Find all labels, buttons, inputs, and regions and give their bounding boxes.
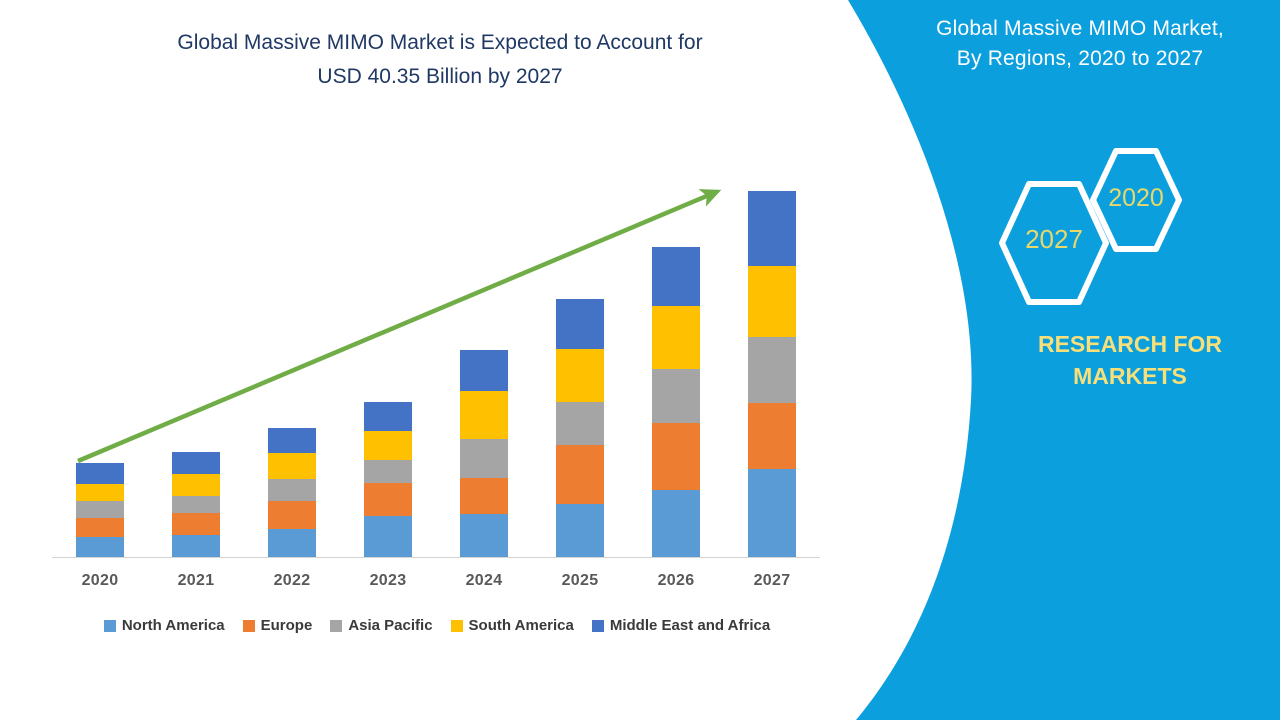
x-axis-line <box>52 557 820 558</box>
chart-plot-area <box>52 130 820 558</box>
brand-line-1: RESEARCH FOR <box>1037 331 1222 357</box>
bar-segment-2025-asia-pacific <box>556 402 604 445</box>
bar-2020 <box>76 463 124 557</box>
bar-segment-2020-europe <box>76 517 124 538</box>
legend-swatch-icon <box>103 619 116 632</box>
brand-line-2: MARKETS <box>1073 363 1187 389</box>
bar-segment-2020-asia-pacific <box>76 501 124 518</box>
bar-segment-2024-south-america <box>460 390 508 440</box>
bar-segment-2026-europe <box>652 422 700 490</box>
x-axis-label-2026: 2026 <box>657 572 695 589</box>
bar-segment-2023-south-america <box>364 431 412 460</box>
bar-segment-2021-europe <box>172 512 220 536</box>
legend-swatch-icon <box>591 619 604 632</box>
bar-2025 <box>556 298 604 557</box>
brand-wordmark: RESEARCH FOR MARKETS <box>980 328 1280 392</box>
bar-segment-2026-asia-pacific <box>652 369 700 423</box>
bar-2022 <box>268 427 316 557</box>
bar-2023 <box>364 401 412 557</box>
bar-segment-2024-north-america <box>460 513 508 557</box>
bar-segment-2020-south-america <box>76 483 124 502</box>
x-axis-label-2020: 2020 <box>81 572 119 589</box>
x-axis-label-2027: 2027 <box>753 572 791 589</box>
chart-legend: North America Europe Asia Pacific South Ame… <box>52 617 822 634</box>
legend-item-europe[interactable]: Europe <box>242 617 313 634</box>
bar-segment-2022-north-america <box>268 529 316 557</box>
chart-title-line-1: Global Massive MIMO Market is Expected t… <box>177 31 703 54</box>
bar-segment-2022-asia-pacific <box>268 478 316 501</box>
chart-title: Global Massive MIMO Market is Expected t… <box>60 26 820 94</box>
legend-label: Asia Pacific <box>348 617 433 634</box>
bar-segment-2027-asia-pacific <box>748 337 796 403</box>
bar-2024 <box>460 349 508 557</box>
legend-swatch-icon <box>330 619 343 632</box>
x-axis-label-2023: 2023 <box>369 572 407 589</box>
legend-label: Europe <box>260 617 313 634</box>
bar-segment-2023-middle-east-and-africa <box>364 401 412 432</box>
bar-2021 <box>172 452 220 557</box>
x-axis-labels: 2020 2021 2022 2023 2024 2025 2026 2027 <box>52 572 820 600</box>
x-axis-label-2022: 2022 <box>273 572 311 589</box>
bar-segment-2024-middle-east-and-africa <box>460 349 508 391</box>
bar-segment-2023-north-america <box>364 516 412 557</box>
legend-label: Middle East and Africa <box>609 617 771 634</box>
bar-segment-2021-north-america <box>172 535 220 557</box>
bar-2027 <box>748 190 796 557</box>
legend-swatch-icon <box>450 619 463 632</box>
panel-title-line-2: By Regions, 2020 to 2027 <box>956 47 1204 70</box>
hexagon-2027-label: 2027 <box>1025 224 1083 254</box>
bar-segment-2025-europe <box>556 444 604 504</box>
bar-segment-2025-south-america <box>556 348 604 403</box>
stacked-bar-group <box>52 130 820 557</box>
bar-segment-2027-north-america <box>748 468 796 557</box>
legend-swatch-icon <box>242 619 255 632</box>
legend-label: South America <box>468 617 574 634</box>
bar-segment-2027-europe <box>748 402 796 469</box>
hexagon-badge-2027: 2027 <box>996 178 1112 308</box>
hexagon-badge-2020: 2020 <box>1088 146 1184 254</box>
bar-segment-2027-middle-east-and-africa <box>748 190 796 267</box>
bar-segment-2022-middle-east-and-africa <box>268 427 316 454</box>
bar-segment-2020-north-america <box>76 537 124 557</box>
bar-segment-2023-asia-pacific <box>364 459 412 484</box>
bar-2026 <box>652 246 700 557</box>
bar-segment-2025-north-america <box>556 503 604 557</box>
bar-segment-2021-asia-pacific <box>172 495 220 513</box>
bar-segment-2022-south-america <box>268 453 316 479</box>
panel-title-line-1: Global Massive MIMO Market, <box>936 17 1224 40</box>
hexagon-outline-icon <box>999 181 1109 305</box>
legend-item-middle-east-and-africa[interactable]: Middle East and Africa <box>591 617 771 634</box>
bar-segment-2026-north-america <box>652 489 700 557</box>
legend-item-asia-pacific[interactable]: Asia Pacific <box>330 617 433 634</box>
hexagon-outline-icon <box>1090 148 1182 252</box>
bar-segment-2026-middle-east-and-africa <box>652 246 700 306</box>
bar-segment-2023-europe <box>364 483 412 517</box>
legend-item-north-america[interactable]: North America <box>103 617 225 634</box>
legend-label: North America <box>121 617 225 634</box>
bar-segment-2020-middle-east-and-africa <box>76 463 124 484</box>
panel-title: Global Massive MIMO Market, By Regions, … <box>900 14 1260 74</box>
bar-segment-2021-south-america <box>172 474 220 496</box>
bar-segment-2022-europe <box>268 500 316 530</box>
hexagon-2020-label: 2020 <box>1108 184 1164 212</box>
bar-segment-2021-middle-east-and-africa <box>172 452 220 475</box>
bar-segment-2026-south-america <box>652 305 700 370</box>
x-axis-label-2021: 2021 <box>177 572 215 589</box>
bar-segment-2027-south-america <box>748 266 796 338</box>
legend-item-south-america[interactable]: South America <box>450 617 574 634</box>
x-axis-label-2024: 2024 <box>465 572 503 589</box>
chart-title-line-2: USD 40.35 Billion by 2027 <box>317 65 563 88</box>
bar-segment-2025-middle-east-and-africa <box>556 298 604 349</box>
x-axis-label-2025: 2025 <box>561 572 599 589</box>
bar-segment-2024-europe <box>460 478 508 514</box>
bar-segment-2024-asia-pacific <box>460 439 508 479</box>
